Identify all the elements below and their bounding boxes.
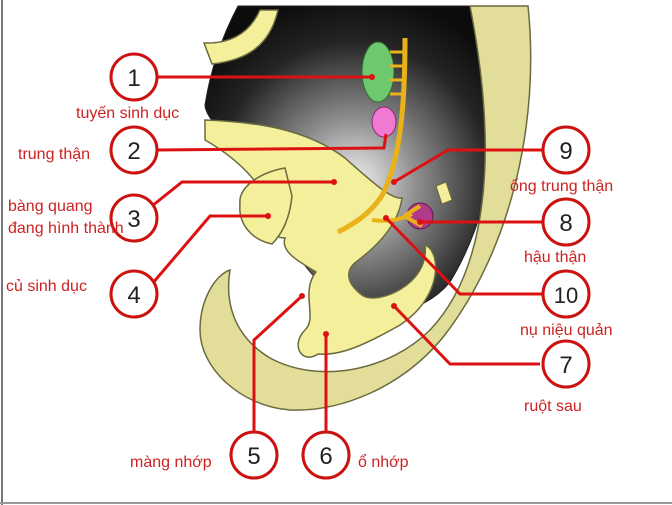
genital-tubercle-shape <box>239 167 293 245</box>
leader-5 <box>252 294 304 432</box>
mesonephric-tubules <box>390 50 405 96</box>
callout-8: 8 <box>541 197 591 247</box>
leader-9 <box>393 148 544 184</box>
leader-4 <box>150 214 268 285</box>
leader-3 <box>151 180 334 208</box>
callout-number: 6 <box>319 443 332 470</box>
leader-2 <box>155 133 388 152</box>
label-genital-tubercle: củ sinh dục <box>6 278 87 295</box>
label-mesonephric-duct: ống trung thận <box>510 178 613 195</box>
callout-5: 5 <box>229 430 279 480</box>
hindgut-wall <box>199 5 532 411</box>
label-hindgut: ruột sau <box>524 398 582 415</box>
leader-7 <box>392 304 540 366</box>
callout-3: 3 <box>109 193 159 243</box>
callout-number: 10 <box>554 283 578 308</box>
gonad-shape <box>361 41 395 103</box>
callout-9: 9 <box>541 125 591 175</box>
callout-2: 2 <box>109 125 159 175</box>
callout-6: 6 <box>301 430 351 480</box>
mesonephric-duct <box>336 37 408 235</box>
leader-lines <box>150 75 544 432</box>
callout-number: 3 <box>127 206 140 233</box>
label-gonad: tuyến sinh dục <box>76 105 179 122</box>
callout-number: 9 <box>559 138 572 165</box>
label-metanephros: hậu thận <box>524 249 586 266</box>
leader-10 <box>384 216 544 296</box>
callout-number: 1 <box>127 65 140 92</box>
ureter-tube <box>435 181 453 205</box>
callout-1: 1 <box>109 52 159 102</box>
leader-dots <box>265 74 423 337</box>
label-cloacal-membrane: màng nhớp <box>130 454 212 471</box>
label-ureteric-bud: nụ niệu quản <box>520 322 613 339</box>
upper-tissue-flap <box>202 9 279 65</box>
callout-number: 5 <box>247 443 260 470</box>
callout-number: 4 <box>127 282 140 309</box>
callout-number: 2 <box>127 138 140 165</box>
label-bladder-line2: đang hình thành <box>8 220 124 237</box>
label-bladder-line1: bàng quang <box>8 198 93 215</box>
callout-number: 8 <box>559 210 572 237</box>
label-cloaca: ổ nhớp <box>358 453 409 471</box>
callout-7: 7 <box>541 339 591 389</box>
callout-4: 4 <box>109 269 159 319</box>
callout-number: 7 <box>559 352 572 379</box>
label-mesonephros: trung thận <box>18 146 90 163</box>
callout-10: 10 <box>541 269 591 319</box>
mesonephros-shape <box>371 106 397 138</box>
